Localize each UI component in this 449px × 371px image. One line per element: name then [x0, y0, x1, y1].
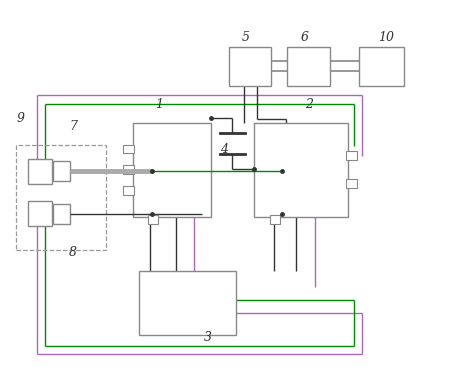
Text: 5: 5: [242, 31, 250, 44]
Bar: [287, 47, 330, 86]
Text: 8: 8: [69, 246, 77, 259]
Bar: [27, 201, 52, 226]
Bar: [27, 158, 52, 184]
Bar: [53, 161, 70, 181]
Bar: [148, 216, 158, 224]
Bar: [229, 47, 272, 86]
Text: 3: 3: [203, 331, 211, 344]
Text: 2: 2: [305, 98, 313, 111]
Text: 7: 7: [69, 120, 77, 133]
Bar: [123, 165, 134, 174]
Bar: [254, 123, 348, 217]
Text: 4: 4: [220, 143, 229, 156]
Bar: [140, 270, 236, 335]
Bar: [346, 180, 357, 188]
Text: 10: 10: [379, 31, 395, 44]
Text: 1: 1: [156, 98, 163, 111]
Bar: [359, 47, 404, 86]
Text: 6: 6: [300, 31, 308, 44]
Bar: [133, 123, 211, 217]
Bar: [53, 204, 70, 224]
Bar: [123, 186, 134, 195]
Bar: [346, 151, 357, 160]
Bar: [123, 145, 134, 154]
Text: 9: 9: [17, 112, 25, 125]
Bar: [270, 216, 280, 224]
Bar: [16, 145, 106, 250]
